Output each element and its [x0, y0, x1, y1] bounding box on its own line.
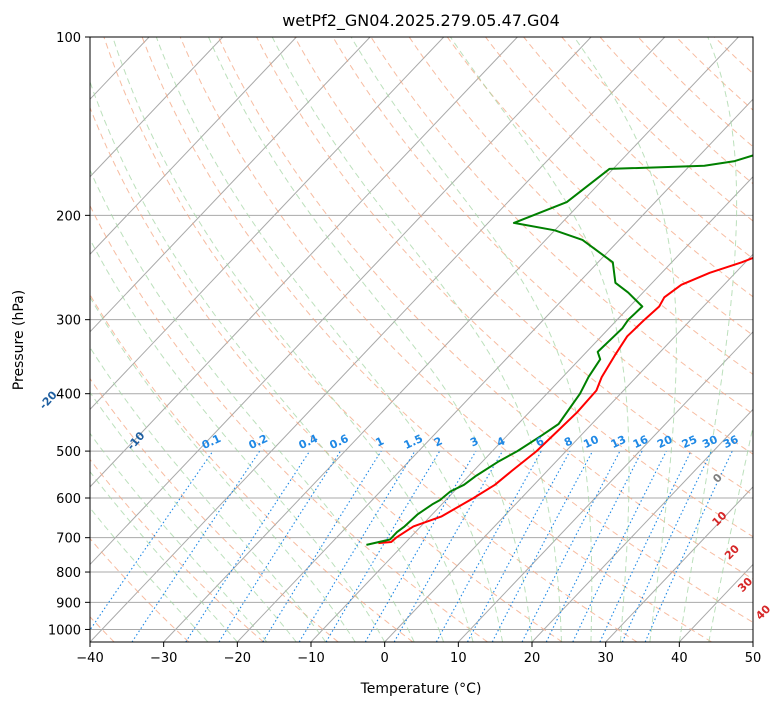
mixing-ratio-label: 25 [680, 433, 699, 451]
x-axis-label: Temperature (°C) [360, 681, 482, 697]
y-tick-label: 200 [56, 209, 81, 224]
dry-adiabat-line [217, 37, 753, 580]
y-tick-label: 1000 [48, 623, 81, 638]
y-tick-label: 300 [56, 314, 81, 329]
moist-adiabat-line [90, 391, 297, 642]
isotherm-line [163, 37, 739, 642]
y-tick-label: 700 [56, 532, 81, 547]
dry-adiabat-line [332, 37, 753, 455]
dry-adiabat-line [90, 106, 563, 642]
mixing-ratio-line [435, 450, 542, 642]
mixing-ratio-label: 30 [700, 433, 720, 451]
isotherm-line [457, 331, 753, 642]
mixing-ratio-label: 20 [655, 433, 675, 451]
mixing-ratio-label: 16 [631, 433, 651, 451]
dry-adiabat-line [103, 37, 638, 642]
axes: −40 −30 −20 −10 0 10 20 30 40 50 100 200 300 400 500 60… [48, 31, 761, 666]
moist-adiabat-line [90, 238, 386, 642]
background-lines [90, 37, 753, 642]
dry-adiabat-line [141, 37, 712, 642]
isotherm-line [90, 37, 445, 411]
x-tick-label: 10 [450, 651, 467, 666]
y-tick-label: 800 [56, 566, 81, 581]
x-tick-label: −30 [150, 651, 177, 666]
mixing-ratio-line [644, 450, 733, 642]
y-tick-label: 500 [56, 445, 81, 460]
sounding-series [366, 154, 753, 546]
mixing-ratio-line [599, 450, 692, 642]
x-tick-label: 20 [524, 651, 541, 666]
isotherm-line [605, 486, 753, 642]
chart-title: wetPf2_GN04.2025.279.05.47.G04 [282, 11, 560, 31]
mixing-ratio-line [467, 450, 571, 642]
mixing-ratio-line [90, 450, 214, 631]
mixing-ratio-line [364, 450, 477, 642]
isotherm-line [531, 408, 753, 642]
x-tick-label: −20 [224, 651, 251, 666]
x-tick-label: 40 [671, 651, 688, 666]
dry-adiabat-line [90, 458, 264, 642]
isotherm-line [90, 37, 371, 333]
mixing-ratio-line [218, 450, 341, 642]
dry-adiabat-line [637, 37, 753, 148]
isotherm-line [90, 37, 297, 256]
dry-adiabat-line [446, 37, 753, 336]
dry-adiabat-line [90, 293, 414, 642]
y-tick-label: 400 [56, 388, 81, 403]
isotherm-line [90, 37, 592, 566]
isotherm-line [384, 253, 753, 642]
dry-adiabat-line [294, 37, 753, 496]
temperature-profile-line [378, 256, 753, 545]
x-tick-label: −10 [297, 651, 324, 666]
isotherm-line [236, 98, 753, 642]
mixing-ratio-line [572, 450, 667, 642]
x-tick-label: 50 [745, 651, 762, 666]
moist-adiabat-line [573, 37, 677, 642]
mixing-ratio-line [325, 450, 441, 642]
moist-adiabat-line [678, 37, 738, 642]
mixing-ratio-line [393, 450, 503, 642]
y-tick-label: 600 [56, 492, 81, 507]
mixing-ratio-line [262, 450, 382, 642]
dry-adiabat-line [370, 37, 753, 415]
dry-adiabat-line [90, 377, 339, 642]
y-axis-label: Pressure (hPa) [11, 290, 27, 390]
mixing-ratio-label: 10 [581, 433, 601, 451]
moist-adiabat-line [112, 37, 474, 642]
mixing-ratio-line [185, 450, 311, 642]
x-tick-label: 30 [597, 651, 614, 666]
moist-adiabat-line [90, 346, 327, 642]
mixing-ratio-line [298, 450, 416, 642]
moist-adiabat-line [207, 37, 533, 642]
mixing-ratio-label: 13 [609, 433, 628, 451]
isotherm-line [90, 37, 224, 178]
dry-adiabat-line [485, 37, 753, 298]
moist-adiabat-line [90, 168, 415, 642]
moist-adiabat-line [350, 37, 593, 642]
isotherm-line [90, 37, 518, 488]
x-tick-label: −40 [76, 651, 103, 666]
moist-adiabat-line [155, 37, 503, 642]
moist-adiabat-line [271, 37, 562, 642]
isotherm-line [90, 37, 666, 642]
moist-adiabat-line [708, 424, 753, 642]
y-tick-label: 900 [56, 596, 81, 611]
dry-adiabat-line [179, 37, 753, 623]
mixing-ratio-line [621, 450, 712, 642]
moist-adiabat-line [449, 37, 630, 642]
plot-frame [89, 36, 754, 643]
dry-adiabat-line [599, 37, 753, 185]
moist-adiabat-line [90, 432, 268, 642]
y-tick-label: 100 [56, 31, 81, 46]
moist-adiabat-line [90, 296, 356, 642]
mixing-ratio-label: 36 [721, 433, 741, 451]
moist-adiabat-line [90, 80, 445, 642]
dry-adiabat-line [408, 37, 753, 375]
dewpoint-profile-line [366, 154, 753, 546]
x-tick-label: 0 [381, 651, 389, 666]
